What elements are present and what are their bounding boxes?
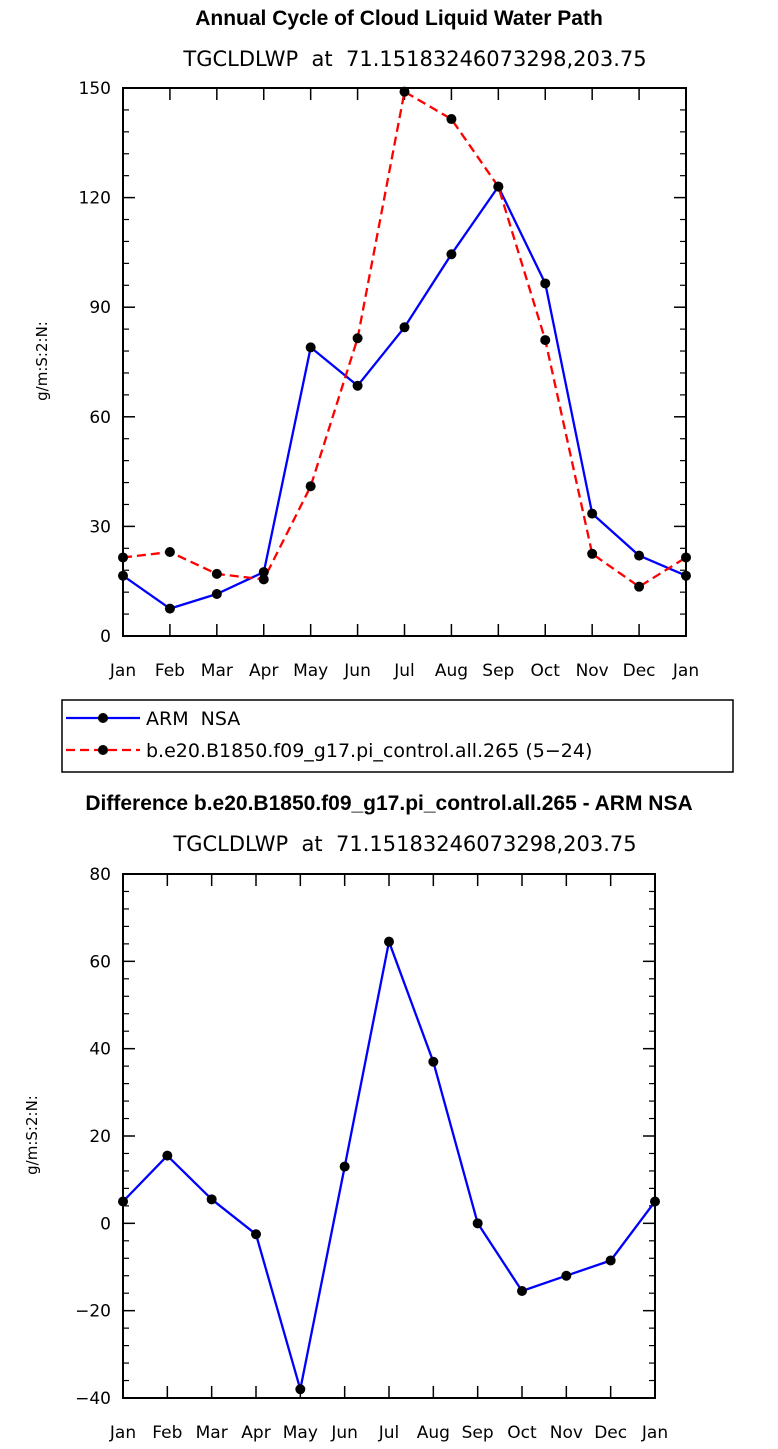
chart2-xtick-label: Sep [462,1423,494,1443]
chart1-series-0-point [164,603,175,614]
chart1-xtick-label: Dec [623,661,656,681]
chart1-series-0-point [305,342,316,353]
chart2-series-0-point [251,1229,261,1240]
chart1-series-0-point [118,570,128,581]
chart2-series-0-point [650,1196,660,1207]
chart2-xtick-label: Jan [641,1423,668,1443]
chart2-xtick-label: Oct [507,1423,537,1443]
chart2-ytick-label: 40 [89,1040,111,1060]
chart2-xtick-label: Jan [109,1423,136,1443]
chart1-series-1-point [164,546,175,557]
legend-marker-model [98,745,108,755]
chart1-xtick-label: Jul [393,661,415,681]
chart2-ytick-label: 60 [89,952,111,972]
chart2-ytick-label: −20 [75,1302,111,1322]
chart1-series-1-point [493,181,504,192]
chart2-xtick-label: Dec [594,1423,627,1443]
chart1-series-1-point [211,568,222,579]
chart2-series-0-point [517,1286,527,1297]
chart2-series-0-point [162,1150,173,1161]
chart1-series-0-point [634,550,645,561]
chart2-plot-frame [122,873,656,1399]
chart1-series-1-point [305,481,316,492]
chart1-ytick-label: 150 [79,79,111,99]
chart1-xtick-label: Jan [109,661,136,681]
chart2-series-0-point [428,1056,439,1067]
chart2-xtick-label: Nov [550,1423,583,1443]
chart2-series-0-point [472,1218,483,1229]
legend-box [61,699,734,773]
chart1-series-0-point [211,588,222,599]
chart1-series-0-point [446,249,457,260]
chart1-ylabel: g/m:S:2:N: [33,321,51,401]
chart2-xtick-label: May [283,1423,318,1443]
chart1-series-1-point [118,552,128,563]
chart1-series-0-point [258,567,269,578]
chart1-xtick-label: Apr [249,661,278,681]
chart1-plot-frame [122,87,687,637]
chart2-series-line-0 [122,940,656,1391]
chart1-ytick-label: 90 [89,298,111,318]
chart1-series-1-point [352,333,363,344]
chart1-series-0-point [681,570,691,581]
chart2-xtick-label: Aug [417,1423,450,1443]
chart1-ytick-label: 0 [100,627,111,647]
legend-label-arm: ARM NSA [146,708,240,730]
chart1-xtick-label: Aug [435,661,468,681]
chart2-series-0-point [118,1196,128,1207]
chart2-series-0-point [605,1255,616,1266]
chart1-series-0-point [540,278,551,289]
chart1-xtick-label: Feb [155,661,185,681]
chart2-xtick-label: Apr [241,1423,270,1443]
chart2-ytick-label: −40 [75,1389,111,1409]
chart2-xtick-label: Feb [152,1423,182,1443]
chart1-subtitle: TGCLDLWP at 71.15183246073298,203.75 [182,47,646,71]
chart2-series-0-point [561,1270,572,1281]
chart1-series-line-1 [122,90,687,588]
chart2-subtitle: TGCLDLWP at 71.15183246073298,203.75 [172,832,636,856]
chart1-series-1-point [399,86,410,97]
chart1-xtick-label: Sep [482,661,514,681]
chart1-series-1-point [258,574,269,585]
chart1-series-line-0 [122,185,687,610]
chart2-series-0-point [384,936,394,947]
chart2-xtick-label: Mar [196,1423,228,1443]
chart2-xtick-label: Jul [378,1423,400,1443]
chart1-xtick-label: Oct [531,661,561,681]
chart2-title: Difference b.e20.B1850.f09_g17.pi_contro… [85,792,692,815]
chart1-xtick-label: Nov [576,661,609,681]
chart1-series-0-point [587,508,598,519]
chart1-series-0-point [352,380,363,391]
chart2-series-0-point [295,1384,306,1395]
chart2-xtick-label: Jun [330,1423,358,1443]
legend-label-model: b.e20.B1850.f09_g17.pi_control.all.265 (… [146,740,592,762]
legend-marker-arm [98,713,108,723]
chart1-xtick-label: Jan [672,661,699,681]
chart2-ytick-label: 80 [89,865,111,885]
chart1-series-0-point [399,322,410,333]
chart1-title: Annual Cycle of Cloud Liquid Water Path [195,7,603,30]
chart1-series-1-point [540,335,551,346]
chart1-series-1-point [446,114,457,125]
chart1-xtick-label: Mar [201,661,233,681]
chart1-ytick-label: 30 [89,517,111,537]
chart2-series-0-point [206,1194,217,1205]
chart1-ytick-label: 60 [89,408,111,428]
chart1-series-1-point [587,548,598,559]
chart2-ytick-label: 0 [100,1214,111,1234]
chart1-xtick-label: May [293,661,328,681]
chart2-ylabel: g/m:S:2:N: [23,1095,41,1175]
chart1-series-1-point [634,581,645,592]
chart2-ytick-label: 20 [89,1127,111,1147]
chart2-series-0-point [339,1161,350,1172]
chart1-ytick-label: 120 [79,189,111,209]
chart1-xtick-label: Jun [343,661,371,681]
chart1-series-1-point [681,552,691,563]
